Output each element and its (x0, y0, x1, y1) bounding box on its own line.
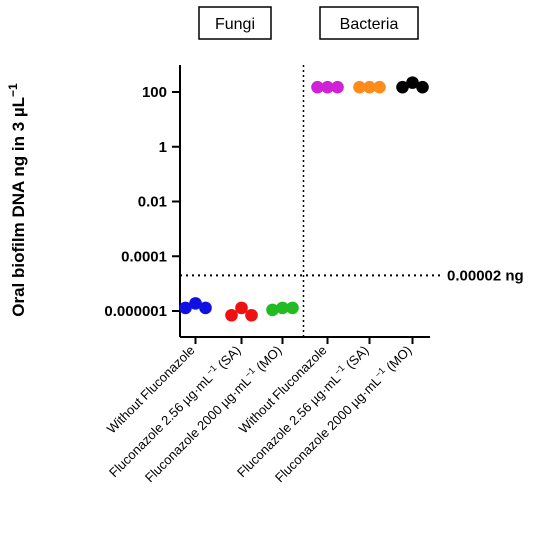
category-label: Without Fluconazole (104, 343, 198, 437)
y-tick-label: 100 (142, 84, 167, 101)
data-point (179, 301, 192, 315)
data-point (373, 80, 386, 94)
threshold: 0.00002 ng (180, 267, 524, 284)
data-point (235, 301, 248, 315)
y-tick-label: 0.000001 (104, 303, 167, 320)
data-point (266, 303, 279, 317)
data-point (189, 297, 202, 310)
y-tick-label: 0.0001 (121, 248, 167, 265)
x-ticks (194, 337, 414, 344)
y-ticks: 100 1 0.01 0.0001 0.000001 (104, 84, 180, 320)
y-tick-label: 1 (159, 139, 167, 156)
data-point (416, 80, 429, 94)
threshold-label: 0.00002 ng (447, 267, 524, 284)
data-point (286, 301, 299, 315)
panel-label-fungi: Fungi (215, 16, 255, 33)
data-point (406, 76, 419, 89)
y-axis-label-superscript: −1 (6, 83, 20, 97)
data-point (353, 80, 366, 94)
panel-box-bacteria (319, 6, 419, 40)
data-point (396, 80, 409, 94)
data-point (321, 80, 334, 94)
y-tick-label: 0.01 (138, 194, 167, 211)
data-point (245, 308, 258, 322)
panel-box-fungi (198, 6, 272, 40)
data-point (363, 80, 376, 94)
data-points (179, 76, 429, 322)
panel-label-bacteria: Bacteria (340, 16, 399, 33)
data-point (199, 301, 212, 315)
data-point (276, 301, 289, 315)
y-axis-label: Oral biofilm DNA ng in 3 µL−1 (6, 83, 28, 317)
data-point (331, 80, 344, 94)
data-point (311, 80, 324, 94)
panel-labels: Fungi Bacteria (198, 6, 419, 40)
data-point (225, 308, 238, 322)
